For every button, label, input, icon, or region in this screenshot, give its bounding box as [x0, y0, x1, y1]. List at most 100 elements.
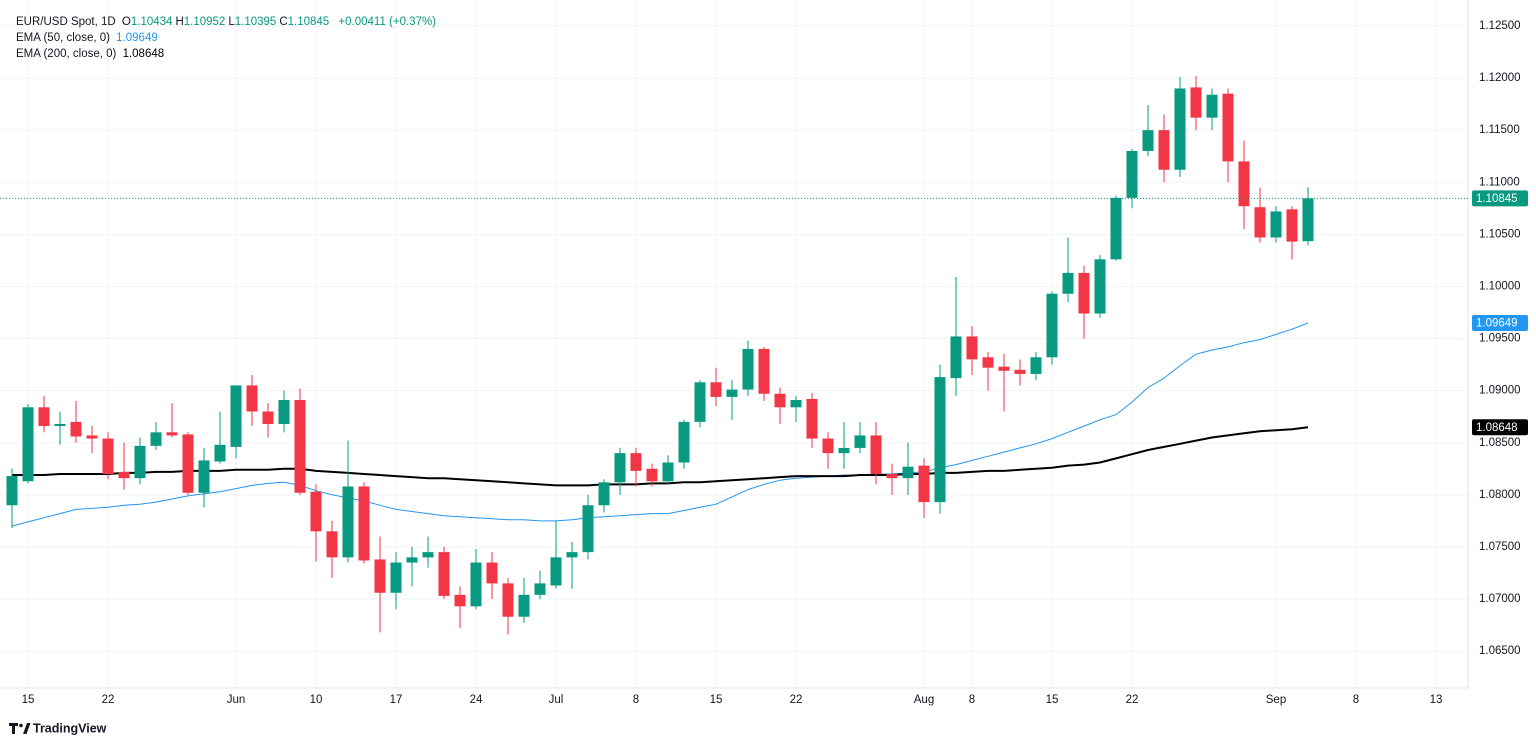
candle-body	[486, 562, 498, 584]
candle-body	[566, 552, 578, 558]
series-name: EMA (50, close, 0)	[16, 32, 110, 44]
candle-body	[230, 385, 242, 447]
y-tick-label: 1.09500	[1479, 333, 1521, 345]
ema-line	[11, 322, 1309, 527]
ohlc-value: 1.10395	[234, 16, 277, 28]
candle-body	[758, 348, 770, 394]
brand-logo	[9, 723, 31, 734]
candle-body	[710, 382, 722, 397]
candle-body	[982, 357, 994, 368]
x-tick-label: 10	[310, 694, 323, 706]
candle-body	[1190, 87, 1202, 118]
candle-body	[198, 460, 210, 493]
candle-body	[614, 453, 626, 483]
x-tick-label: 22	[102, 694, 115, 706]
symbol-row: EUR/USD Spot, 1D O1.10434 H1.10952 L1.1039…	[16, 14, 439, 30]
y-tick-label: 1.08000	[1479, 489, 1521, 501]
x-tick-label: 15	[1046, 694, 1059, 706]
candle-body	[854, 435, 866, 448]
ohlc-label: L	[228, 16, 235, 28]
candle-body	[1078, 272, 1090, 314]
change: +0.00411 (+0.37%)	[338, 16, 437, 28]
candle-body	[342, 486, 354, 558]
candle-body	[966, 336, 978, 360]
candle-body	[870, 435, 882, 474]
x-tick-label: 8	[1353, 694, 1359, 706]
y-tick-label: 1.12000	[1479, 72, 1521, 84]
candle-body	[390, 562, 402, 593]
last-price-label-box	[1472, 190, 1528, 207]
candle-body	[998, 366, 1010, 371]
x-tick-label: 8	[633, 694, 639, 706]
y-tick-label: 1.11500	[1479, 124, 1520, 136]
candle-body	[918, 465, 930, 503]
candle-body	[886, 473, 898, 479]
candle-body	[550, 557, 562, 586]
candle-body	[694, 382, 706, 422]
brand-name: TradingView	[33, 721, 107, 735]
candle-body	[102, 438, 114, 474]
candle-body	[534, 583, 546, 595]
candle-body	[1126, 150, 1138, 198]
candle-body	[182, 434, 194, 493]
candle-body	[678, 421, 690, 463]
candle-body	[1046, 293, 1058, 358]
candle-body	[38, 407, 50, 427]
x-tick-label: Jul	[549, 694, 564, 706]
candle-body	[262, 411, 274, 424]
x-tick-label: 17	[390, 694, 403, 706]
candle-body	[470, 562, 482, 607]
legend: EUR/USD Spot, 1D O1.10434 H1.10952 L1.1039…	[16, 14, 439, 62]
candle-body	[646, 468, 658, 482]
candle-body	[438, 552, 450, 596]
x-tick-label: 24	[470, 694, 483, 706]
candle-body	[134, 445, 146, 479]
y-tick-label: 1.12500	[1479, 20, 1521, 32]
candle-body	[310, 491, 322, 532]
candle-body	[806, 398, 818, 439]
candle-body	[1206, 94, 1218, 118]
candle-body	[454, 594, 466, 607]
candle-body	[214, 444, 226, 462]
x-tick-label: Aug	[914, 694, 934, 706]
candle-body	[150, 432, 162, 446]
candle-body	[1174, 88, 1186, 170]
candle-body	[278, 400, 290, 424]
x-tick-label: Sep	[1266, 694, 1286, 706]
candle-body	[1270, 211, 1282, 238]
ema200-row: EMA (200, close, 0) 1.08648	[16, 46, 439, 62]
ohlc-value: 1.10952	[183, 16, 226, 28]
y-tick-label: 1.09000	[1479, 385, 1521, 397]
candle-body	[518, 594, 530, 617]
ohlc-value: 1.10434	[130, 16, 173, 28]
ema-price-label-box	[1472, 315, 1528, 332]
candle-body	[582, 505, 594, 553]
y-tick-label: 1.06500	[1479, 645, 1521, 657]
y-tick-label: 1.11000	[1479, 176, 1520, 188]
ohlc-value: 1.10845	[287, 16, 330, 28]
candle-body	[742, 348, 754, 390]
y-tick-label: 1.10500	[1479, 228, 1521, 240]
candle-body	[54, 423, 66, 427]
candle-body	[1062, 272, 1074, 294]
candle-body	[1302, 198, 1314, 242]
plot: 1.06500 1.07000 1.07500 1.08000 1.08500 1.090…	[0, 0, 1528, 706]
candle-body	[630, 453, 642, 471]
series-value: 1.08648	[122, 48, 165, 60]
x-tick-label: 13	[1430, 694, 1443, 706]
candle-body	[358, 486, 370, 561]
candle-body	[1110, 197, 1122, 260]
candle-body	[118, 471, 130, 479]
candle-body	[326, 531, 338, 558]
x-tick-label: 15	[710, 694, 723, 706]
symbol: EUR/USD Spot, 1D	[16, 16, 116, 28]
x-tick-label: Jun	[227, 694, 246, 706]
x-tick-label: 22	[1126, 694, 1139, 706]
candle-body	[950, 336, 962, 379]
candle-body	[934, 377, 946, 503]
candle-body	[902, 466, 914, 479]
y-tick-label: 1.08500	[1479, 437, 1521, 449]
candle-body	[598, 482, 610, 506]
